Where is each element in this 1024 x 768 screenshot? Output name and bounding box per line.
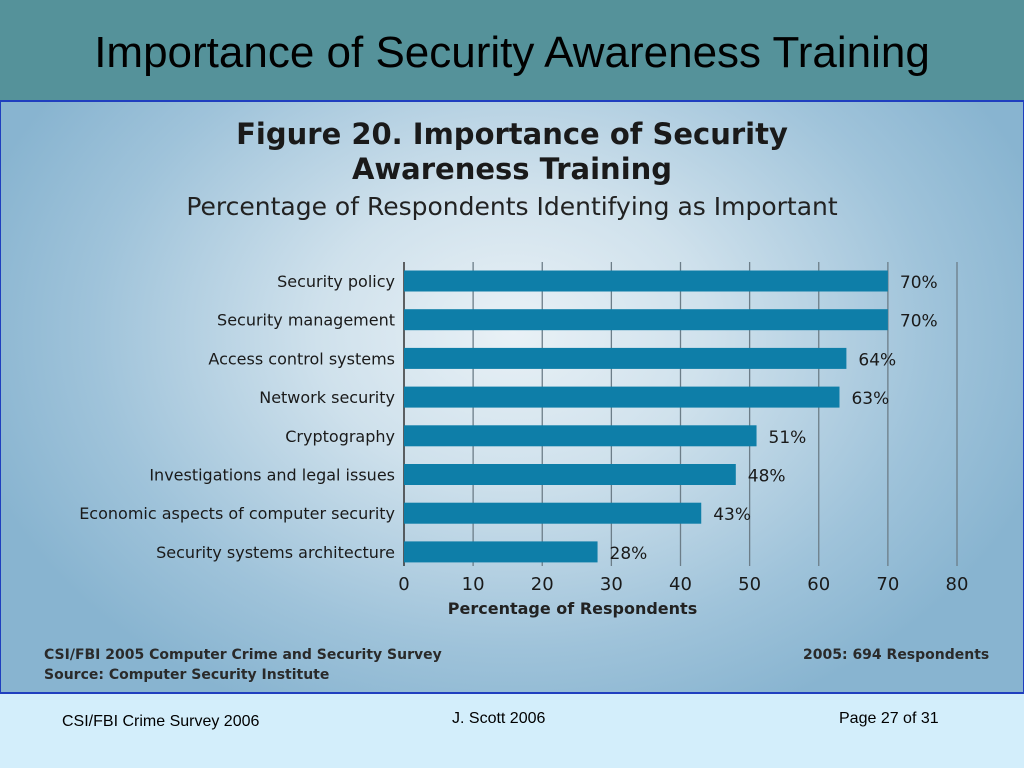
x-tick-label-80: 80 bbox=[946, 574, 969, 595]
x-tick-label-0: 0 bbox=[398, 574, 409, 595]
category-label-2: Access control systems bbox=[208, 349, 395, 368]
figure-title-line2: Awareness Training bbox=[351, 152, 673, 186]
value-label-7: 28% bbox=[610, 544, 648, 564]
value-label-2: 64% bbox=[858, 350, 896, 370]
footer-author: J. Scott 2006 bbox=[452, 710, 546, 727]
x-tick-label-50: 50 bbox=[738, 574, 761, 595]
category-label-7: Security systems architecture bbox=[156, 543, 395, 562]
bar-6 bbox=[404, 502, 702, 524]
footer-survey-label: CSI/FBI Crime Survey 2006 bbox=[62, 713, 260, 730]
value-label-0: 70% bbox=[900, 273, 938, 293]
x-axis-label: Percentage of Respondents bbox=[448, 599, 697, 618]
category-label-4: Cryptography bbox=[285, 427, 395, 446]
x-tick-label-30: 30 bbox=[600, 574, 623, 595]
bar-chart: Security policy 70% Security management 70%… bbox=[79, 262, 969, 618]
x-tick-label-70: 70 bbox=[876, 574, 899, 595]
figure-panel: Figure 20. Importance of Security Awaren… bbox=[0, 102, 1024, 692]
slide-title: Importance of Security Awareness Trainin… bbox=[94, 28, 930, 77]
category-label-5: Investigations and legal issues bbox=[149, 466, 395, 485]
x-tick-label-60: 60 bbox=[807, 574, 830, 595]
footer: CSI/FBI Crime Survey 2006 J. Scott 2006 … bbox=[0, 692, 1024, 768]
value-label-3: 63% bbox=[851, 389, 889, 409]
source-institute: Source: Computer Security Institute bbox=[44, 667, 330, 683]
x-tick-label-10: 10 bbox=[462, 574, 485, 595]
value-label-5: 48% bbox=[748, 467, 786, 487]
source-survey: CSI/FBI 2005 Computer Crime and Security… bbox=[44, 647, 442, 663]
bar-7 bbox=[404, 541, 598, 563]
bar-1 bbox=[404, 309, 888, 331]
category-label-1: Security management bbox=[217, 311, 395, 330]
value-label-1: 70% bbox=[900, 312, 938, 332]
category-label-3: Network security bbox=[259, 388, 395, 407]
value-label-6: 43% bbox=[713, 505, 751, 525]
category-label-0: Security policy bbox=[277, 272, 395, 291]
bar-4 bbox=[404, 425, 757, 447]
bar-3 bbox=[404, 386, 840, 408]
figure-title-line1: Figure 20. Importance of Security bbox=[236, 117, 788, 151]
title-bar: Importance of Security Awareness Trainin… bbox=[0, 0, 1024, 102]
x-tick-label-20: 20 bbox=[531, 574, 554, 595]
respondent-count: 2005: 694 Respondents bbox=[803, 647, 990, 663]
bar-2 bbox=[404, 347, 847, 369]
figure-subtitle: Percentage of Respondents Identifying as… bbox=[186, 192, 838, 221]
bar-5 bbox=[404, 464, 736, 485]
value-label-4: 51% bbox=[769, 428, 807, 448]
bar-0 bbox=[404, 270, 888, 292]
x-tick-label-40: 40 bbox=[669, 574, 692, 595]
footer-page-number: Page 27 of 31 bbox=[839, 710, 939, 727]
category-label-6: Economic aspects of computer security bbox=[79, 504, 395, 523]
